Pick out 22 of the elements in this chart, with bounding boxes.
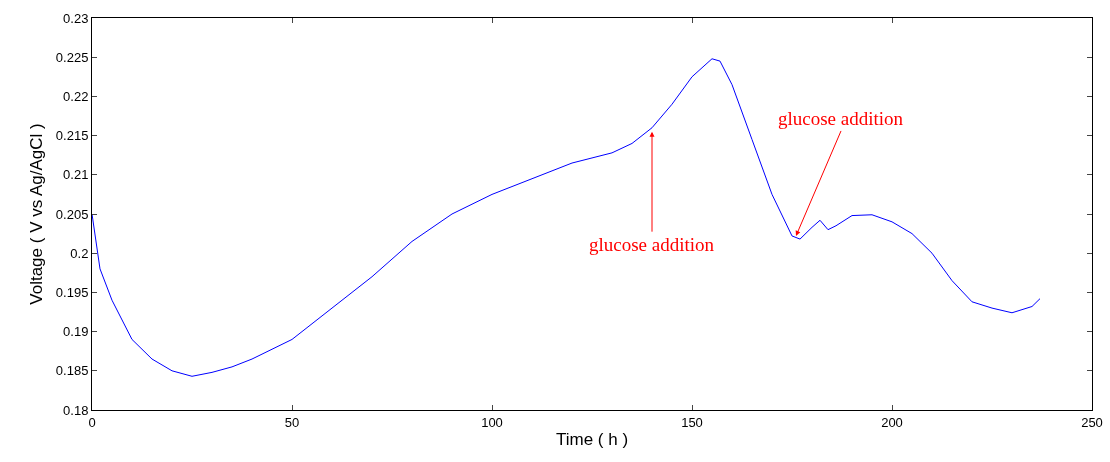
x-tick-label: 0 <box>88 414 96 430</box>
y-tick-label: 0.2 <box>70 245 89 261</box>
y-tick-label: 0.21 <box>63 167 89 183</box>
annotation: glucose addition <box>589 234 715 255</box>
x-tick-label: 50 <box>284 414 300 430</box>
x-tick-label: 150 <box>681 414 703 430</box>
y-tick-label: 0.23 <box>63 10 89 26</box>
x-tick-label: 200 <box>881 414 903 430</box>
x-tick-label: 250 <box>1081 414 1103 430</box>
y-tick-label: 0.19 <box>63 324 89 340</box>
y-tick-label: 0.195 <box>55 284 89 300</box>
y-tick-label: 0.225 <box>55 49 89 65</box>
x-axis-title: Time ( h ) <box>555 430 629 449</box>
x-tick-label: 100 <box>481 414 503 430</box>
line-series <box>92 58 1041 377</box>
y-tick-label: 0.22 <box>63 88 89 104</box>
y-tick-label: 0.215 <box>55 128 89 144</box>
y-tick-label: 0.18 <box>63 402 89 418</box>
y-tick-label: 0.205 <box>55 206 89 222</box>
y-tick-label: 0.185 <box>55 363 89 379</box>
annotation: glucose addition <box>778 108 904 129</box>
y-axis-title: Voltage ( V vs Ag/AgCl ) <box>27 123 47 305</box>
